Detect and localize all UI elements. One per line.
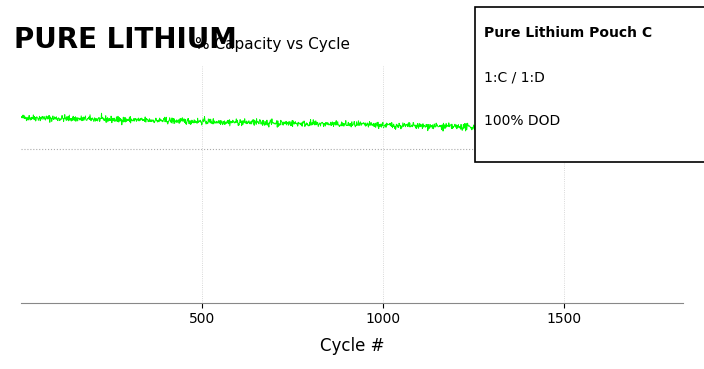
Text: 1:C / 1:D: 1:C / 1:D [484,70,544,84]
Text: PURE LITHIUM: PURE LITHIUM [14,26,237,54]
Text: 100% DOD: 100% DOD [484,114,560,128]
Text: % Capacity vs Cycle: % Capacity vs Cycle [195,37,350,52]
Text: Pure Lithium Pouch C: Pure Lithium Pouch C [484,26,652,40]
X-axis label: Cycle #: Cycle # [320,337,384,355]
